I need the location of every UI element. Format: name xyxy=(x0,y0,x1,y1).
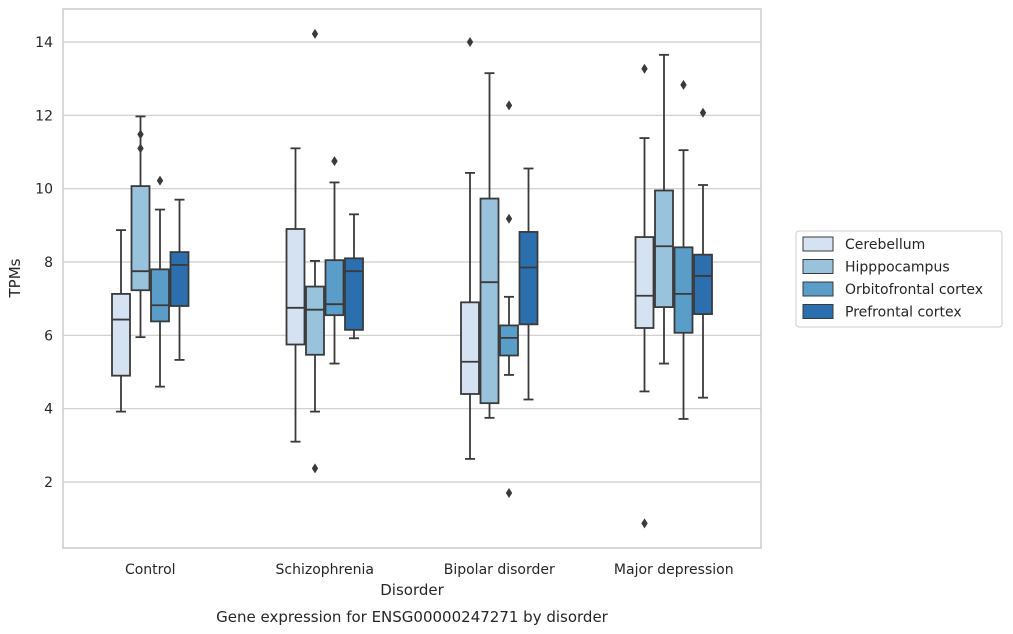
y-tick-label: 2 xyxy=(44,475,53,491)
outlier-point xyxy=(641,518,648,529)
box-iqr xyxy=(634,236,655,329)
x-tick-label: Schizophrenia xyxy=(276,562,374,578)
box xyxy=(654,53,674,365)
box-iqr xyxy=(518,231,539,326)
box xyxy=(499,100,519,498)
box-iqr xyxy=(285,228,306,346)
box-iqr xyxy=(479,197,500,405)
y-tick-label: 10 xyxy=(35,182,53,198)
box xyxy=(130,115,151,339)
y-tick-labels: 2 4 6 8 10 12 14 xyxy=(35,35,53,491)
box xyxy=(169,198,190,361)
box-iqr xyxy=(169,251,190,307)
legend-label: Hipppocampus xyxy=(845,260,950,276)
outlier-point xyxy=(311,28,319,39)
y-axis-label: TPMs xyxy=(6,258,24,298)
legend-label: Prefrontal cortex xyxy=(845,305,962,321)
outlier-point xyxy=(311,463,319,474)
boxes xyxy=(111,28,713,529)
box xyxy=(324,156,345,365)
box-iqr xyxy=(305,285,325,356)
chart-caption: Gene expression for ENSG00000247271 by d… xyxy=(216,608,609,626)
y-tick-label: 6 xyxy=(44,328,53,344)
legend-frame xyxy=(795,230,1003,328)
legend-swatch xyxy=(802,304,834,319)
box-iqr xyxy=(130,185,151,292)
box-iqr xyxy=(654,189,674,308)
x-tick-label: Bipolar disorder xyxy=(444,562,555,578)
outlier-point xyxy=(680,79,687,90)
outlier-point xyxy=(505,100,513,111)
box-iqr xyxy=(324,259,345,317)
x-tick-labels: Control Schizophrenia Bipolar disorder Majo… xyxy=(125,562,734,578)
box xyxy=(305,28,325,474)
y-tick-label: 12 xyxy=(35,108,53,124)
legend-swatch xyxy=(802,281,834,297)
box-iqr xyxy=(111,292,131,377)
y-tick-label: 8 xyxy=(44,255,53,271)
x-axis-label: Disorder xyxy=(380,581,444,599)
outlier-point xyxy=(505,213,513,224)
y-tick-label: 14 xyxy=(35,35,53,51)
x-tick-label: Control xyxy=(125,562,176,578)
legend-swatch xyxy=(802,259,834,274)
box-iqr xyxy=(693,253,713,315)
outlier-point xyxy=(641,63,648,74)
box xyxy=(634,63,655,529)
outlier-point xyxy=(137,143,144,154)
box-iqr xyxy=(150,268,170,323)
box xyxy=(518,167,539,401)
outlier-point xyxy=(331,156,338,167)
outlier-point xyxy=(156,175,164,186)
legend-label: Orbitofrontal cortex xyxy=(845,282,983,298)
outlier-point xyxy=(137,129,144,140)
box xyxy=(111,229,131,413)
box xyxy=(460,37,480,460)
box xyxy=(344,213,364,340)
box xyxy=(673,79,694,420)
legend-swatch xyxy=(802,236,834,252)
legend-label: Cerebellum xyxy=(845,237,925,253)
box xyxy=(693,107,713,399)
box xyxy=(285,147,306,443)
plot-frame xyxy=(62,8,762,549)
outlier-point xyxy=(505,488,513,498)
box-iqr xyxy=(460,301,480,395)
box-iqr xyxy=(344,257,364,331)
box xyxy=(150,175,170,388)
y-tick-label: 4 xyxy=(44,402,53,418)
outlier-point xyxy=(699,107,707,118)
box-iqr xyxy=(499,324,519,357)
box xyxy=(479,72,500,419)
outlier-point xyxy=(466,37,474,47)
x-tick-label: Major depression xyxy=(614,562,734,578)
box-iqr xyxy=(673,246,694,334)
legend: Cerebellum Hipppocampus Orbitofrontal cort… xyxy=(795,230,1003,328)
